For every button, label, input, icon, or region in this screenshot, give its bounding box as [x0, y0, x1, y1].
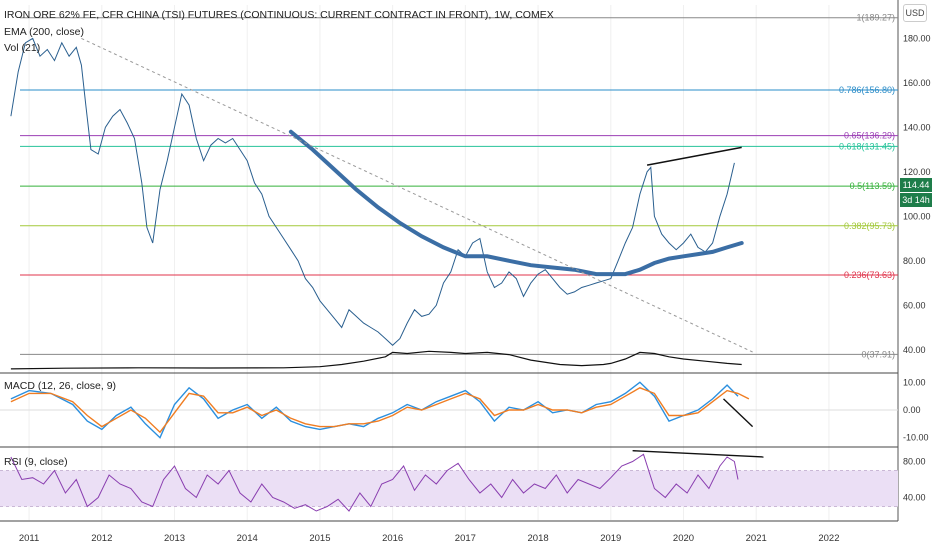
currency-button[interactable]: USD	[903, 4, 927, 22]
x-tick-label: 2016	[382, 533, 403, 544]
y-tick-label: 140.00	[903, 122, 931, 132]
fib-label: 0.5(113.59)	[850, 181, 895, 191]
y-tick-label: 40.00	[903, 345, 926, 355]
fib-label: 0.786(156.80)	[839, 85, 895, 95]
rsi-band	[0, 470, 898, 507]
y-tick-label: 120.00	[903, 167, 931, 177]
macd-trendline[interactable]	[723, 398, 754, 428]
x-tick-label: 2022	[818, 533, 839, 544]
fib-label: 0.618(131.45)	[839, 141, 895, 151]
y-tick-label: 40.00	[903, 493, 926, 503]
x-tick-label: 2012	[91, 533, 112, 544]
fib-label: 0(37.91)	[861, 349, 895, 359]
x-tick-label: 2020	[673, 533, 694, 544]
macd-series	[10, 381, 739, 439]
y-tick-label: 0.00	[903, 405, 921, 415]
time-axis: 2011 2012 2013 2014 2015 2016 2017 2018 2019 2020…	[19, 533, 840, 544]
y-tick-label: 80.00	[903, 256, 926, 266]
x-tick-label: 2021	[746, 533, 767, 544]
macd-series	[10, 387, 750, 434]
x-tick-label: 2019	[600, 533, 621, 544]
y-tick-label: 80.00	[903, 457, 926, 467]
y-tick-label: 160.00	[903, 78, 931, 88]
volume-label[interactable]: Vol (21)	[4, 42, 41, 54]
y-tick-label: 180.00	[903, 33, 931, 43]
ema-series[interactable]	[288, 129, 744, 277]
macd-label[interactable]: MACD (12, 26, close, 9)	[4, 380, 117, 392]
rsi-label[interactable]: RSI (9, close)	[4, 456, 68, 468]
fib-label: 0.236(73.63)	[844, 270, 895, 280]
fib-label: 1(189.27)	[856, 13, 895, 23]
last-price-tag: 114.44	[900, 178, 932, 192]
fib-levels: 1(189.27) 0.786(156.80) 0.65(136.29)0.618(…	[20, 13, 898, 359]
bar-countdown-tag: 3d 14h	[900, 193, 932, 207]
trendline[interactable]	[646, 146, 742, 166]
rsi-series	[10, 453, 739, 512]
y-tick-label: 100.00	[903, 211, 931, 221]
price-series	[10, 37, 735, 346]
x-tick-label: 2013	[164, 533, 185, 544]
grid-lines	[0, 0, 899, 522]
price-axis: 40.00 60.00 80.00 100.00 120.00 140.00 160.00 1…	[903, 33, 931, 502]
x-tick-label: 2015	[309, 533, 330, 544]
ema-label[interactable]: EMA (200, close)	[4, 26, 84, 38]
chart-title: IRON ORE 62% FE, CFR CHINA (TSI) FUTURES…	[4, 9, 554, 21]
volume-ma-series	[10, 350, 742, 370]
x-tick-label: 2018	[528, 533, 549, 544]
fib-label: 0.382(95.73)	[844, 221, 895, 231]
x-tick-label: 2017	[455, 533, 476, 544]
series-lines	[0, 37, 898, 512]
x-tick-label: 2014	[237, 533, 258, 544]
y-tick-label: -10.00	[903, 433, 929, 443]
fib-label: 0.65(136.29)	[844, 131, 895, 141]
rsi-trendline[interactable]	[632, 450, 764, 458]
y-tick-label: 60.00	[903, 300, 926, 310]
x-tick-label: 2011	[19, 533, 39, 544]
y-tick-label: 10.00	[903, 377, 926, 387]
